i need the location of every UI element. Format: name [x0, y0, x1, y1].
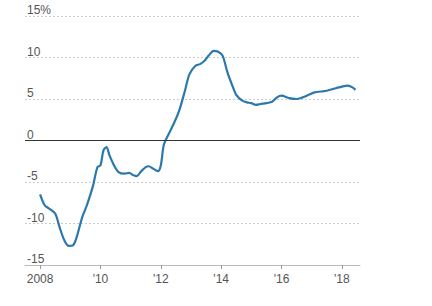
svg-text:-15: -15	[27, 252, 45, 266]
svg-text:-5: -5	[27, 169, 38, 183]
svg-text:'10: '10	[93, 272, 109, 286]
svg-text:'18: '18	[334, 272, 350, 286]
svg-text:10: 10	[27, 45, 41, 59]
svg-text:0: 0	[27, 128, 34, 142]
svg-text:'16: '16	[274, 272, 290, 286]
svg-text:'14: '14	[213, 272, 229, 286]
svg-text:15%: 15%	[27, 3, 51, 17]
svg-text:5: 5	[27, 86, 34, 100]
svg-text:-10: -10	[27, 211, 45, 225]
svg-text:2008: 2008	[27, 272, 54, 286]
svg-text:'12: '12	[153, 272, 169, 286]
